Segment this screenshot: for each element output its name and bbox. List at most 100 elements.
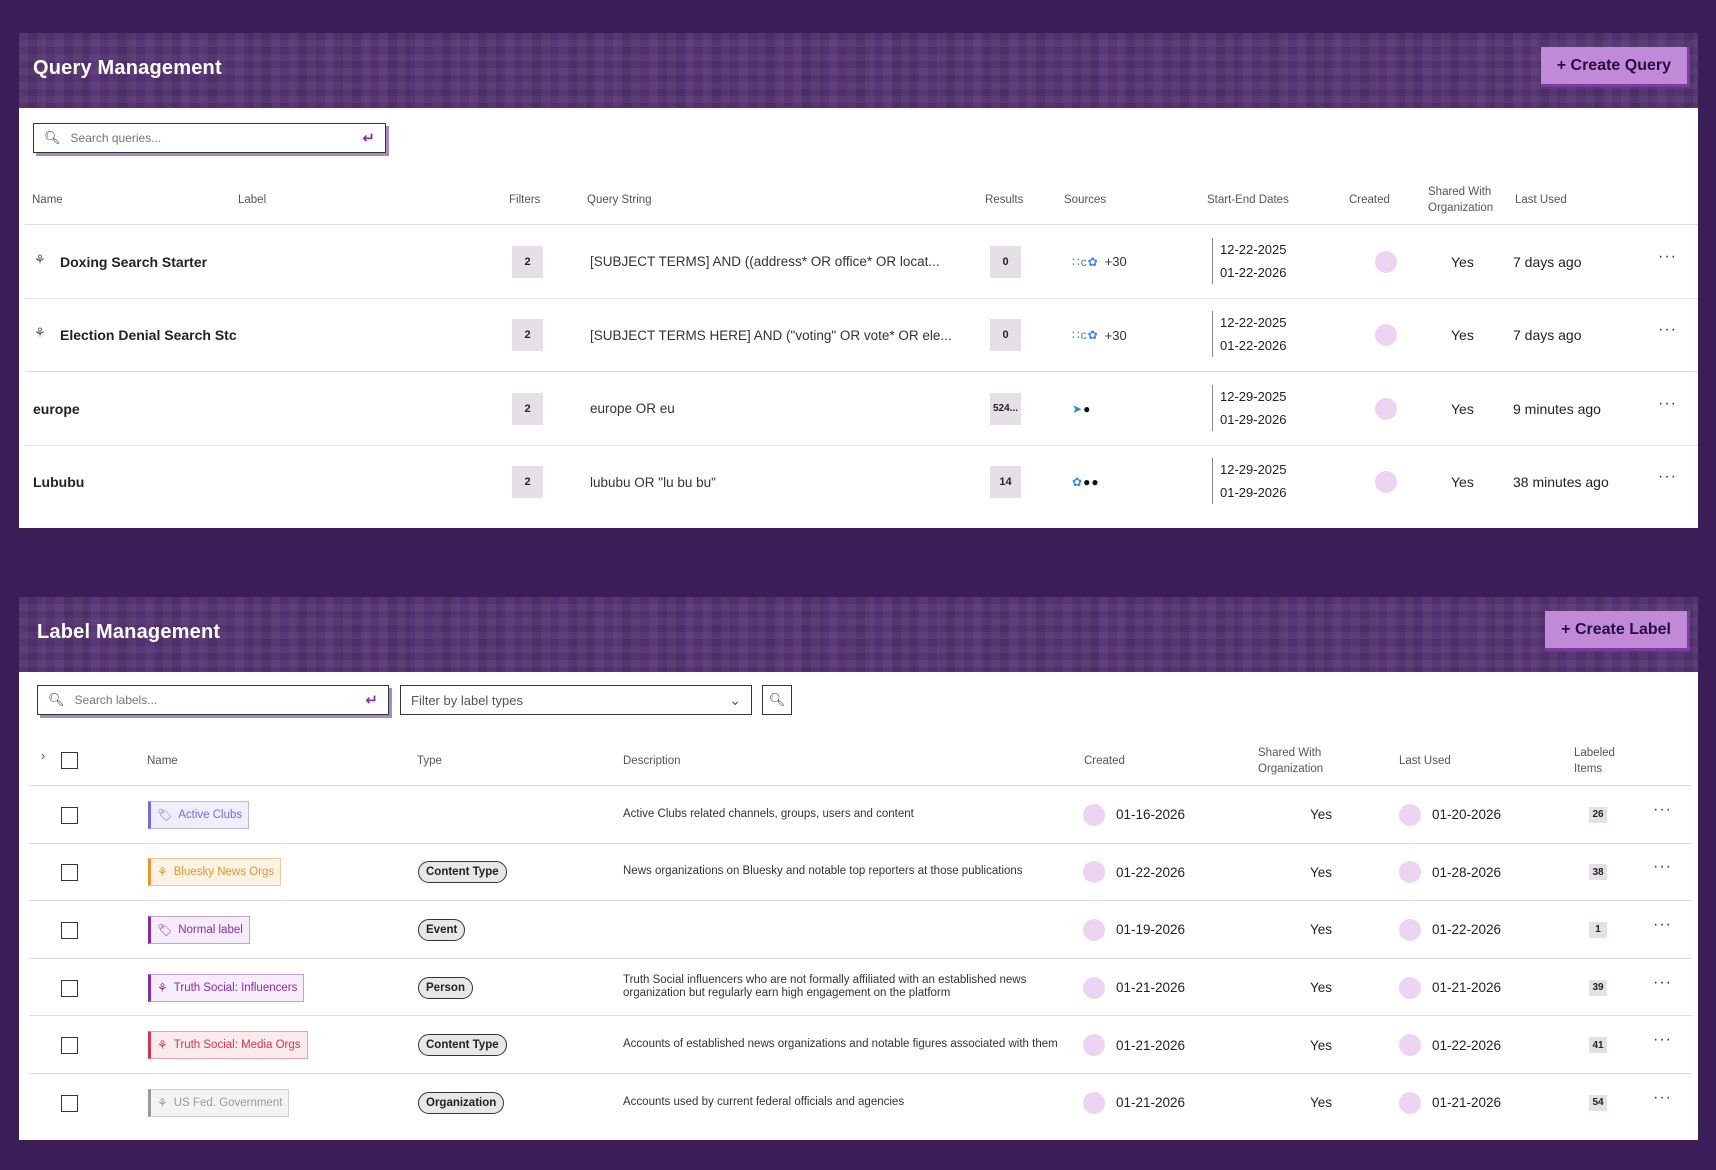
labeled-items-badge[interactable]: 38 (1589, 864, 1607, 881)
table-row[interactable]: ⚘ Truth Social: Influencers Person Truth So… (19, 959, 1698, 1017)
col-header-sources[interactable]: Sources (1064, 194, 1107, 206)
filter-count-badge[interactable]: 2 (512, 319, 543, 352)
col-header-filters[interactable]: Filters (509, 194, 541, 206)
last-user-avatar[interactable] (1399, 918, 1421, 941)
creator-avatar[interactable] (1375, 324, 1397, 347)
labeled-items-badge[interactable]: 26 (1589, 806, 1607, 823)
more-options-icon[interactable]: ··· (1658, 247, 1677, 265)
sources-icons[interactable]: ∷ c ✿ +30 (1072, 326, 1127, 344)
more-options-icon[interactable]: ··· (1653, 915, 1672, 933)
labeled-items-badge[interactable]: 1 (1589, 921, 1607, 938)
results-badge[interactable]: 524... (990, 392, 1021, 425)
more-options-icon[interactable]: ··· (1658, 394, 1677, 412)
creator-avatar[interactable] (1083, 803, 1105, 826)
sources-icons[interactable]: ∷ c ✿ +30 (1072, 253, 1127, 271)
query-name[interactable]: Election Denial Search Stc (60, 327, 237, 344)
col-header-description[interactable]: Description (623, 755, 681, 767)
row-checkbox[interactable] (61, 1094, 78, 1112)
col-header-name[interactable]: Name (147, 755, 178, 767)
enter-icon[interactable]: ↵ (362, 130, 375, 147)
label-chip[interactable]: 🏷︎ Active Clubs (148, 800, 250, 829)
table-row[interactable]: Lububu 2 lububu OR "lu bu bu" 14 ✿ ● ● 12-29-20… (19, 446, 1698, 520)
col-header-query-string[interactable]: Query String (587, 194, 652, 206)
label-chip[interactable]: ⚘ Truth Social: Media Orgs (148, 1031, 308, 1060)
col-header-label[interactable]: Label (238, 194, 267, 206)
table-row[interactable]: ⚘ Bluesky News Orgs Content Type News organ… (19, 844, 1698, 902)
table-row[interactable]: ⚘ Election Denial Search Stc 2 [SUBJECT TER… (19, 299, 1698, 372)
more-options-icon[interactable]: ··· (1658, 468, 1677, 486)
create-query-button[interactable]: + Create Query (1540, 47, 1690, 87)
more-options-icon[interactable]: ··· (1653, 1031, 1672, 1049)
labeled-items-badge[interactable]: 41 (1589, 1037, 1607, 1054)
last-user-avatar[interactable] (1399, 1091, 1421, 1114)
broom-icon: ⚘ (157, 1095, 168, 1110)
more-options-icon[interactable]: ··· (1658, 321, 1677, 339)
more-options-icon[interactable]: ··· (1653, 1088, 1672, 1106)
sources-icons[interactable]: ✿ ● ● (1072, 473, 1100, 491)
select-all-checkbox[interactable] (61, 752, 78, 769)
creator-avatar[interactable] (1083, 976, 1105, 999)
creator-avatar[interactable] (1083, 861, 1105, 884)
labeled-items-badge[interactable]: 39 (1589, 979, 1607, 996)
more-options-icon[interactable]: ··· (1653, 800, 1672, 818)
creator-avatar[interactable] (1083, 1091, 1105, 1114)
creator-avatar[interactable] (1375, 471, 1397, 494)
more-options-icon[interactable]: ··· (1653, 973, 1672, 991)
query-name[interactable]: Lububu (33, 474, 85, 491)
table-row[interactable]: europe 2 europe OR eu 524... ➤ ● 12-29-2025 01-… (19, 372, 1698, 446)
results-badge[interactable]: 0 (990, 319, 1021, 352)
query-search-input[interactable] (70, 131, 363, 145)
creator-avatar[interactable] (1375, 250, 1397, 273)
label-chip[interactable]: ⚘ Truth Social: Influencers (148, 973, 305, 1002)
label-chip[interactable]: 🏷︎ Normal label (148, 915, 250, 944)
creator-avatar[interactable] (1375, 397, 1397, 420)
col-header-last-used[interactable]: Last Used (1515, 194, 1567, 206)
label-chip[interactable]: ⚘ Bluesky News Orgs (148, 858, 282, 887)
creator-avatar[interactable] (1083, 918, 1105, 941)
col-header-type[interactable]: Type (417, 755, 442, 767)
enter-icon[interactable]: ↵ (365, 692, 378, 709)
last-user-avatar[interactable] (1399, 803, 1421, 826)
filter-search-button[interactable]: 🔍︎ (762, 685, 792, 715)
results-badge[interactable]: 0 (990, 245, 1021, 278)
row-checkbox[interactable] (61, 1037, 78, 1055)
table-row[interactable]: ⚘ Doxing Search Starter 2 [SUBJECT TERMS] A… (19, 225, 1698, 299)
last-user-avatar[interactable] (1399, 976, 1421, 999)
col-header-last-used[interactable]: Last Used (1399, 755, 1451, 767)
table-row[interactable]: 🏷︎ Normal label Event 01-19-2026 Yes 01-22-20… (19, 901, 1698, 959)
col-header-created[interactable]: Created (1084, 755, 1125, 767)
more-options-icon[interactable]: ··· (1653, 858, 1672, 876)
table-row[interactable]: ⚘ Truth Social: Media Orgs Content Type Acc… (19, 1016, 1698, 1074)
row-checkbox[interactable] (61, 864, 78, 882)
filter-count-badge[interactable]: 2 (512, 245, 543, 278)
col-header-name[interactable]: Name (32, 194, 63, 206)
table-row[interactable]: ⚘ US Fed. Government Organization Accounts … (19, 1074, 1698, 1132)
label-search-input[interactable] (74, 693, 366, 707)
label-type-filter-dropdown[interactable]: Filter by label types ⌄ (400, 685, 752, 715)
table-row[interactable]: 🏷︎ Active Clubs Active Clubs related chann… (19, 786, 1698, 844)
last-user-avatar[interactable] (1399, 1034, 1421, 1057)
label-chip[interactable]: ⚘ US Fed. Government (148, 1088, 290, 1117)
col-header-created[interactable]: Created (1349, 194, 1390, 206)
row-checkbox[interactable] (61, 979, 78, 997)
col-header-labeled-items[interactable]: Labeled Items (1574, 747, 1615, 775)
sources-icons[interactable]: ➤ ● (1072, 400, 1091, 418)
filter-count-badge[interactable]: 2 (512, 466, 543, 499)
row-checkbox[interactable] (61, 806, 78, 824)
results-badge[interactable]: 14 (990, 466, 1021, 499)
date-range: 12-29-2025 01-29-2026 (1212, 384, 1287, 431)
labeled-items-badge[interactable]: 54 (1589, 1094, 1607, 1111)
filter-count-badge[interactable]: 2 (512, 392, 543, 425)
last-used-value: 7 days ago (1513, 327, 1582, 344)
col-header-dates[interactable]: Start-End Dates (1207, 194, 1289, 206)
creator-avatar[interactable] (1083, 1034, 1105, 1057)
create-label-button[interactable]: + Create Label (1545, 611, 1690, 651)
col-header-shared[interactable]: Shared With Organization (1258, 747, 1324, 775)
query-name[interactable]: Doxing Search Starter (60, 253, 208, 270)
col-header-results[interactable]: Results (985, 194, 1024, 206)
row-checkbox[interactable] (61, 921, 78, 939)
last-user-avatar[interactable] (1399, 861, 1421, 884)
col-header-shared[interactable]: Shared With Organization (1428, 186, 1494, 214)
expand-all-chevron-icon[interactable]: › (41, 748, 46, 763)
query-name[interactable]: europe (33, 400, 80, 417)
